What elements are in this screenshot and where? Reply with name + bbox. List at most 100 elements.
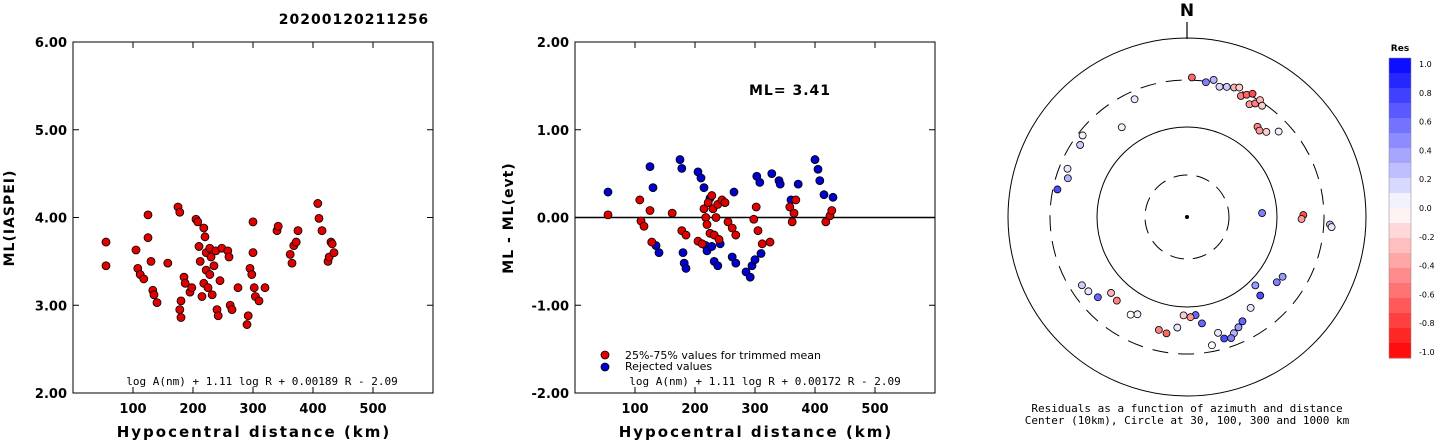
left-data-point	[313, 199, 323, 208]
north-label: N	[1180, 1, 1194, 21]
trimmed-data-point	[702, 220, 712, 229]
polar-data-point	[1130, 95, 1139, 104]
left-data-point	[143, 210, 153, 220]
polar-data-point	[1078, 131, 1087, 140]
left-data-point	[293, 226, 303, 236]
middle-ytick-label: 0.00	[537, 212, 569, 227]
rejected-data-point	[819, 190, 829, 200]
left-data-point	[248, 217, 258, 227]
polar-data-point	[1215, 82, 1224, 91]
trimmed-data-point	[727, 223, 737, 233]
left-ylabel: ML(IASPEI)	[2, 170, 18, 267]
left-xtick-label: 400	[299, 402, 326, 417]
polar-data-point	[1179, 311, 1188, 320]
polar-data-point	[1258, 209, 1266, 217]
trimmed-data-point	[720, 198, 730, 207]
rejected-data-point	[815, 176, 825, 186]
left-ytick-label: 2.00	[35, 387, 67, 402]
left-data-point	[139, 274, 149, 284]
middle-xtick-label: 500	[861, 402, 888, 417]
colorbar-cell	[1389, 58, 1411, 74]
rejected-data-point	[729, 187, 739, 197]
middle-formula: log A(nm) + 1.11 log R + 0.00172 R - 2.0…	[629, 375, 901, 388]
colorbar-cell	[1389, 238, 1411, 254]
ml-label: ML= 3.41	[749, 83, 831, 99]
rejected-data-point	[678, 248, 688, 258]
colorbar-frame	[1388, 57, 1412, 359]
colorbar-tick-label: 0.6	[1419, 118, 1432, 127]
polar-data-point	[1278, 272, 1287, 281]
trimmed-data-point	[639, 221, 649, 231]
middle-ytick-label: -2.00	[532, 387, 569, 402]
rejected-data-point	[745, 272, 755, 282]
trimmed-data-point	[787, 217, 797, 227]
polar-data-point	[1133, 310, 1142, 319]
rejected-data-point	[699, 183, 709, 193]
left-data-point	[152, 298, 162, 308]
rejected-data-point	[813, 164, 823, 174]
polar-data-point	[1076, 141, 1085, 149]
left-data-point	[314, 213, 324, 223]
trimmed-data-point	[707, 191, 717, 200]
colorbar: Res 1.0 0.8 0.6 0.4 0.2 0.0 -0.2 -0.4 -0.6 -0.8 -1…	[1388, 44, 1435, 359]
left-data-point	[207, 290, 217, 300]
left-ytick-label: 3.00	[35, 299, 67, 314]
trimmed-data-point	[711, 213, 721, 222]
trimmed-data-point	[697, 239, 707, 249]
left-data-point	[200, 232, 210, 242]
left-data-point	[146, 256, 156, 266]
rejected-data-point	[603, 187, 613, 197]
trimmed-data-point	[753, 226, 763, 236]
rejected-data-point	[750, 255, 760, 265]
left-data-point	[194, 242, 204, 251]
left-data-point	[143, 233, 153, 243]
rejected-data-point	[793, 179, 803, 189]
rejected-data-point	[731, 258, 741, 268]
left-data-point	[101, 261, 111, 271]
colorbar-cell	[1389, 208, 1411, 224]
colorbar-cell	[1389, 88, 1411, 104]
polar-data-point	[1258, 101, 1266, 110]
polar-data-point	[1327, 223, 1336, 232]
left-xtick-label: 500	[359, 402, 386, 417]
rejected-data-point	[648, 183, 658, 193]
left-data-point	[254, 296, 264, 306]
left-data-point	[242, 320, 252, 329]
colorbar-cell	[1389, 118, 1411, 134]
colorbar-cell	[1389, 223, 1411, 239]
polar-data-point	[1246, 304, 1255, 312]
middle-chart: -2.00 -1.00 0.00 1.00 2.00 100 200 300 400 500 M…	[501, 36, 936, 441]
trimmed-data-point	[603, 210, 613, 220]
ring-100km	[1096, 126, 1278, 308]
middle-ytick-label: -1.00	[532, 299, 569, 314]
colorbar-tick-label: -0.6	[1419, 290, 1435, 299]
left-data-point	[101, 237, 111, 247]
polar-data-point	[1220, 334, 1229, 343]
colorbar-cell	[1389, 343, 1411, 359]
polar-data-point	[1063, 174, 1072, 183]
left-data-point	[206, 252, 216, 262]
rejected-data-point	[707, 242, 717, 251]
ring-1000km	[1007, 37, 1367, 397]
polar-data-point	[1214, 328, 1222, 337]
left-data-point	[287, 258, 297, 268]
legend-label-rejected: Rejected values	[625, 360, 712, 373]
rejected-data-point	[675, 155, 685, 164]
left-data-point	[248, 248, 258, 258]
polar-data-point	[1063, 164, 1072, 173]
left-data-point	[273, 221, 283, 231]
polar-data-point	[1272, 278, 1281, 287]
rejected-data-point	[696, 173, 706, 183]
polar-data-point	[1238, 317, 1247, 326]
left-data-point	[260, 283, 270, 293]
middle-xtick-label: 100	[621, 402, 648, 417]
polar-data-point	[1256, 291, 1265, 300]
trimmed-data-point	[731, 230, 741, 240]
left-data-point	[195, 256, 205, 266]
trimmed-data-point	[785, 202, 795, 212]
colorbar-tick-label: 0.8	[1419, 89, 1432, 98]
left-data-point	[180, 278, 190, 288]
rejected-data-point	[756, 249, 766, 258]
left-data-point	[285, 249, 295, 259]
